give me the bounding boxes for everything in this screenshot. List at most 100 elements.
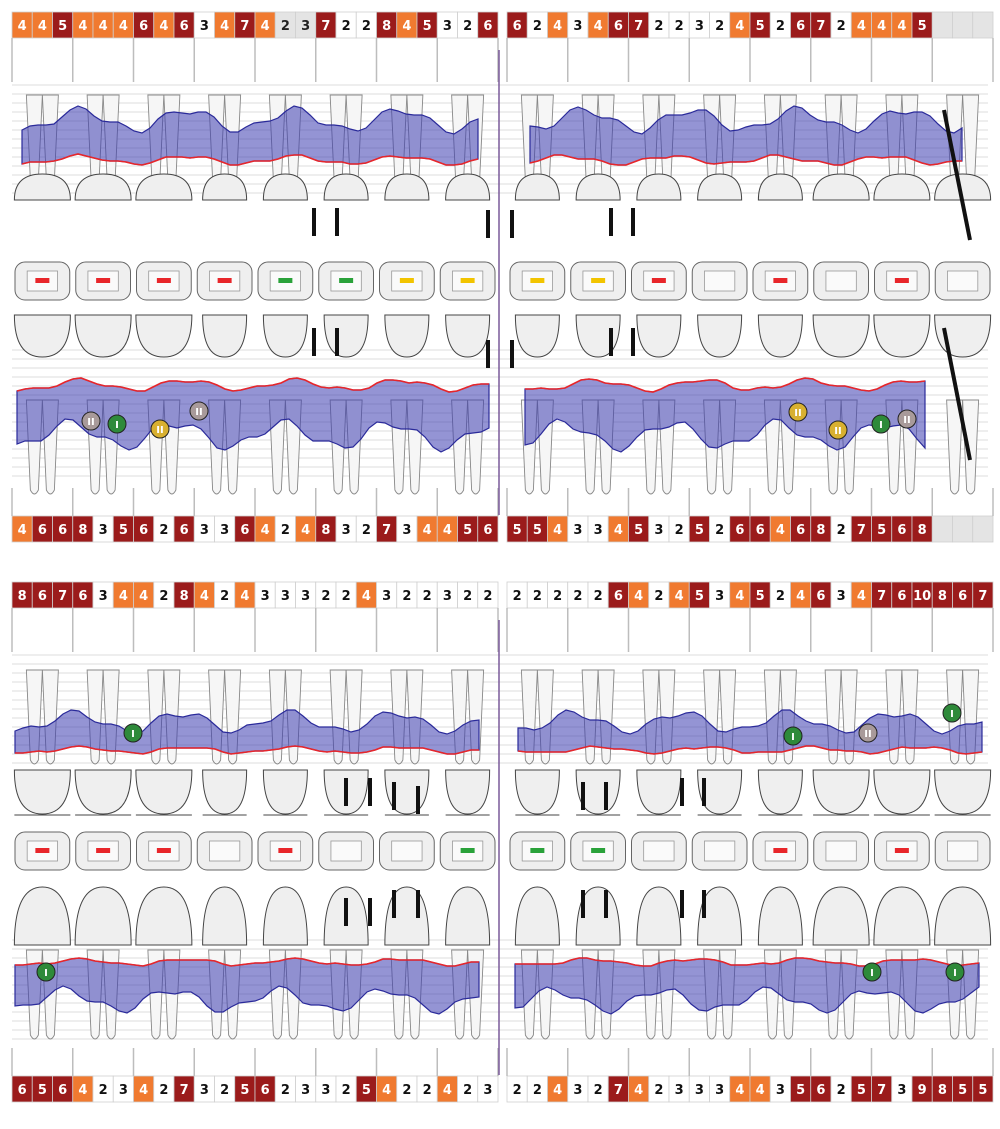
tooth-crown bbox=[514, 769, 560, 815]
pocket-depth-value: 4 bbox=[261, 523, 270, 538]
pocket-depth-value: 2 bbox=[675, 523, 684, 538]
upper-buccal-pocket-band bbox=[21, 105, 479, 166]
pocket-depth-value: 4 bbox=[119, 589, 128, 604]
tooth-crown bbox=[74, 886, 132, 946]
furcation-marker-icon: I bbox=[945, 962, 965, 982]
pocket-depth-cell bbox=[477, 581, 499, 609]
pocket-depth-value: 4 bbox=[735, 19, 744, 34]
pocket-depth-value: 3 bbox=[695, 19, 704, 34]
occlusal-inner bbox=[209, 840, 241, 862]
restoration-mark bbox=[96, 278, 111, 283]
tooth-crown bbox=[636, 173, 682, 201]
pocket-depth-value: 4 bbox=[443, 1083, 452, 1098]
pocket-depth-value: 6 bbox=[58, 523, 67, 538]
tooth-crown bbox=[812, 314, 870, 358]
pocket-depth-value: 6 bbox=[180, 19, 189, 34]
pocket-depth-value: 4 bbox=[553, 19, 562, 34]
pocket-depth-value: 6 bbox=[483, 523, 492, 538]
pocket-depth-value: 2 bbox=[220, 589, 229, 604]
lower-lingual-gingival-line bbox=[517, 745, 983, 755]
pocket-depth-value: 10 bbox=[913, 589, 931, 604]
restoration-mark bbox=[35, 848, 50, 853]
pocket-depth-value: 3 bbox=[119, 1083, 128, 1098]
pocket-depth-value: 2 bbox=[594, 589, 603, 604]
tooth-root bbox=[946, 399, 964, 495]
pocket-depth-value: 5 bbox=[533, 523, 542, 538]
pocket-depth-value: 6 bbox=[261, 1083, 270, 1098]
pocket-depth-value: 3 bbox=[200, 19, 209, 34]
pocket-depth-value: 4 bbox=[553, 1083, 562, 1098]
furcation-marker-icon: II bbox=[150, 419, 170, 439]
pocket-depth-value: 3 bbox=[301, 19, 310, 34]
furcation-circle bbox=[189, 401, 209, 421]
lower-buccal-gingival-line bbox=[515, 957, 980, 967]
furcation-marker-icon: I bbox=[783, 726, 803, 746]
tooth-crown bbox=[812, 173, 870, 201]
pocket-depth-value: 8 bbox=[321, 523, 330, 538]
furcation-circle bbox=[81, 411, 101, 431]
tooth-crown bbox=[636, 769, 682, 815]
pocket-depth-cell bbox=[477, 11, 499, 39]
furcation-circle bbox=[36, 962, 56, 982]
furcation-circle bbox=[897, 409, 917, 429]
pocket-depth-value: 4 bbox=[675, 589, 684, 604]
furcation-circle bbox=[862, 962, 882, 982]
occlusal-inner bbox=[825, 840, 857, 862]
pocket-depth-value: 4 bbox=[857, 589, 866, 604]
pocket-depth-value: 3 bbox=[99, 523, 108, 538]
furcation-label: II bbox=[794, 408, 801, 419]
pocket-depth-value: 2 bbox=[654, 1083, 663, 1098]
furcation-marker-icon: II bbox=[81, 411, 101, 431]
furcation-label: II bbox=[87, 417, 94, 428]
pocket-depth-value: 4 bbox=[18, 19, 27, 34]
occlusal-inner bbox=[643, 840, 675, 862]
tooth-crown bbox=[812, 886, 870, 946]
pocket-depth-value: 4 bbox=[139, 589, 148, 604]
pocket-depth-value: 6 bbox=[139, 523, 148, 538]
pocket-depth-value: 3 bbox=[382, 589, 391, 604]
tooth-crown bbox=[323, 173, 369, 201]
pocket-depth-value: 3 bbox=[573, 523, 582, 538]
restoration-mark bbox=[773, 278, 788, 283]
pocket-depth-value: 2 bbox=[99, 1083, 108, 1098]
pocket-depth-value: 5 bbox=[240, 1083, 249, 1098]
furcation-label: I bbox=[950, 709, 954, 720]
tooth-crown bbox=[697, 769, 743, 815]
tooth-root bbox=[763, 399, 781, 495]
pocket-depth-value: 3 bbox=[402, 523, 411, 538]
furcation-circle bbox=[783, 726, 803, 746]
furcation-label: II bbox=[864, 729, 871, 740]
pocket-depth-value: 8 bbox=[180, 589, 189, 604]
pocket-depth-value: 3 bbox=[573, 1083, 582, 1098]
furcation-label: I bbox=[879, 420, 883, 431]
occlusal-inner bbox=[947, 270, 979, 292]
furcation-label: I bbox=[953, 968, 957, 979]
pocket-depth-value: 2 bbox=[715, 19, 724, 34]
furcation-marker-icon: II bbox=[788, 402, 808, 422]
pocket-depth-value: 2 bbox=[654, 19, 663, 34]
tooth-crown bbox=[135, 886, 193, 946]
pocket-depth-value: 2 bbox=[533, 589, 542, 604]
tooth-crown bbox=[697, 886, 743, 946]
furcation-circle bbox=[788, 402, 808, 422]
occlusal-inner bbox=[825, 270, 857, 292]
pocket-depth-value: 8 bbox=[918, 523, 927, 538]
pocket-depth-cell bbox=[972, 581, 994, 609]
tooth-crown bbox=[262, 886, 308, 946]
pocket-depth-value: 2 bbox=[463, 1083, 472, 1098]
furcation-label: II bbox=[903, 415, 910, 426]
pocket-depth-value: 2 bbox=[553, 589, 562, 604]
furcation-circle bbox=[107, 414, 127, 434]
pocket-depth-value: 8 bbox=[78, 523, 87, 538]
pocket-depth-value: 7 bbox=[614, 1083, 623, 1098]
pocket-depth-value: 5 bbox=[756, 589, 765, 604]
restoration-mark bbox=[894, 848, 909, 853]
furcation-label: I bbox=[115, 420, 119, 431]
pocket-depth-value: 2 bbox=[423, 1083, 432, 1098]
upper-palatal-gingival-line bbox=[525, 377, 926, 393]
tooth-crown bbox=[74, 314, 132, 358]
furcation-marker-icon: I bbox=[107, 414, 127, 434]
pocket-depth-value: 4 bbox=[735, 1083, 744, 1098]
